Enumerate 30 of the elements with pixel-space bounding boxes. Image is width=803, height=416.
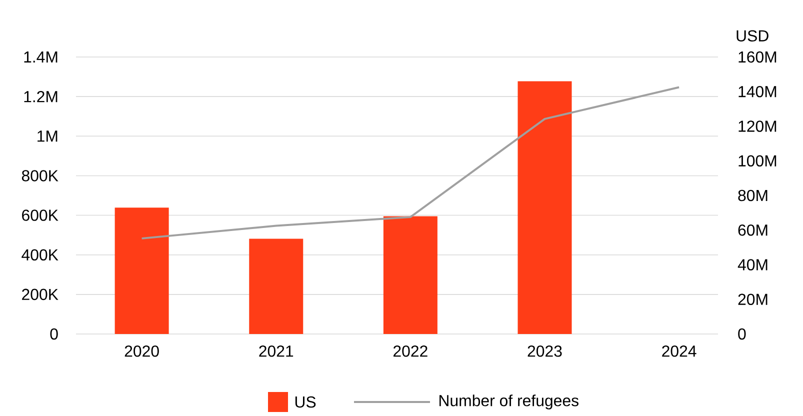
y2-axis-title: USD bbox=[736, 30, 768, 42]
y-tick-label: 0 bbox=[50, 328, 58, 340]
y-tick-label: 1.2M bbox=[24, 91, 58, 102]
line-series bbox=[140, 86, 680, 240]
y-tick-label: 800K bbox=[22, 170, 58, 182]
bar bbox=[383, 216, 438, 334]
x-tick-label: 2022 bbox=[394, 346, 428, 357]
legend-label: Number of refugees bbox=[440, 394, 578, 410]
y2-tick-label: 140M bbox=[738, 86, 776, 98]
y2-tick-label: 0 bbox=[738, 328, 746, 340]
y2-tick-label: 80M bbox=[738, 190, 768, 202]
x-tick-label: 2024 bbox=[662, 346, 696, 357]
x-tick-label: 2023 bbox=[528, 346, 562, 357]
y-tick-label: 400K bbox=[22, 249, 58, 260]
bar bbox=[114, 208, 169, 334]
bar bbox=[249, 238, 304, 334]
y2-tick-label: 120M bbox=[738, 120, 776, 132]
y2-tick-label: 60M bbox=[738, 224, 768, 236]
y-tick-label: 1M bbox=[38, 130, 58, 142]
y2-tick-label: 160M bbox=[738, 51, 776, 63]
x-tick-label: 2020 bbox=[124, 346, 159, 357]
legend-label: US bbox=[295, 396, 316, 408]
y-tick-label: 600K bbox=[22, 210, 58, 221]
y2-tick-label: 100M bbox=[738, 155, 776, 167]
x-tick-label: 2021 bbox=[259, 346, 294, 357]
y-tick-label: 200K bbox=[22, 288, 58, 300]
y2-tick-label: 20M bbox=[738, 294, 768, 306]
y2-tick-label: 40M bbox=[738, 259, 768, 270]
bar bbox=[518, 81, 572, 334]
y-tick-label: 1.4M bbox=[24, 52, 58, 62]
